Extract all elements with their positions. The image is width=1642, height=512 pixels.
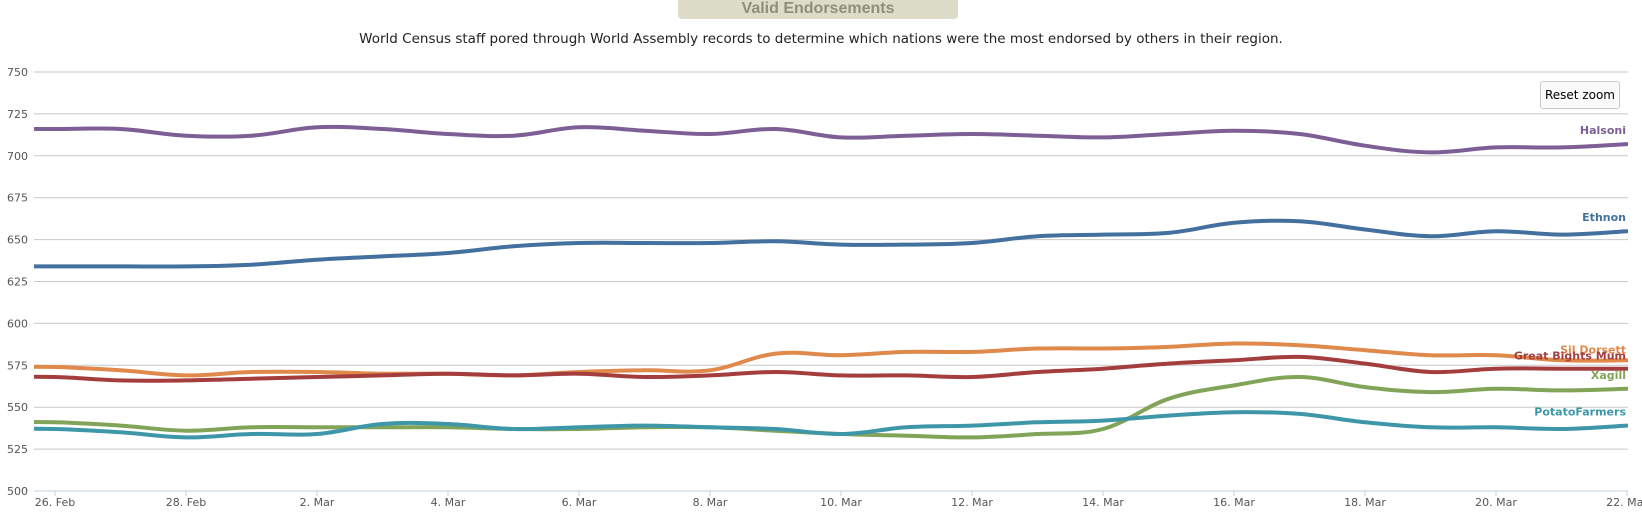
y-tick-label: 550 [7, 401, 28, 414]
x-tick-label: 2. Mar [300, 496, 335, 509]
y-tick-label: 575 [7, 359, 28, 372]
series-line-potatofarmers[interactable] [0, 410, 1628, 440]
x-tick-label: 28. Feb [166, 496, 206, 509]
x-tick-label: 20. Mar [1475, 496, 1517, 509]
y-tick-label: 725 [7, 108, 28, 121]
series-line-sil-dorsett[interactable] [0, 341, 1628, 378]
x-tick-label: 10. Mar [820, 496, 862, 509]
y-tick-label: 525 [7, 443, 28, 456]
x-tick-label: 26. Feb [35, 496, 75, 509]
y-tick-label: 625 [7, 276, 28, 289]
x-tick-label: 8. Mar [693, 496, 728, 509]
y-tick-label: 600 [7, 317, 28, 330]
series-label: Halsoni [1580, 124, 1626, 137]
series-label: Ethnon [1582, 211, 1626, 224]
y-tick-label: 675 [7, 192, 28, 205]
x-tick-label: 18. Mar [1344, 496, 1386, 509]
series-line-halsoni[interactable] [0, 124, 1628, 155]
series-label: Xagill [1591, 369, 1626, 382]
grid-lines [34, 71, 1628, 492]
series-line-great-bights-mum[interactable] [0, 354, 1628, 383]
x-tick-label: 22. Mar [1606, 496, 1642, 509]
x-axis: 26. Feb 28. Feb 2. Mar 4. Mar 6. Mar 8. Mar 10… [35, 491, 1642, 509]
series-label: Sil Dorsett [1560, 343, 1626, 356]
x-tick-label: 12. Mar [951, 496, 993, 509]
x-tick-label: 4. Mar [431, 496, 466, 509]
x-tick-label: 6. Mar [562, 496, 597, 509]
series-lines [0, 124, 1628, 440]
chart-subtitle: World Census staff pored through World A… [359, 31, 1283, 47]
y-tick-label: 700 [7, 150, 28, 163]
series-line-ethnon[interactable] [0, 218, 1628, 269]
chart-title: Valid Endorsements [678, 0, 958, 19]
y-axis: 500 525 550 575 600 625 650 675 700 725 750 [7, 66, 28, 498]
series-label: PotatoFarmers [1534, 406, 1626, 419]
x-tick-label: 14. Mar [1082, 496, 1124, 509]
y-tick-label: 500 [7, 485, 28, 498]
y-tick-label: 650 [7, 234, 28, 247]
y-tick-label: 750 [7, 66, 28, 79]
reset-zoom-button[interactable]: Reset zoom [1540, 81, 1620, 109]
series-label: Great Bights Mum [1514, 350, 1626, 363]
x-tick-label: 16. Mar [1213, 496, 1255, 509]
